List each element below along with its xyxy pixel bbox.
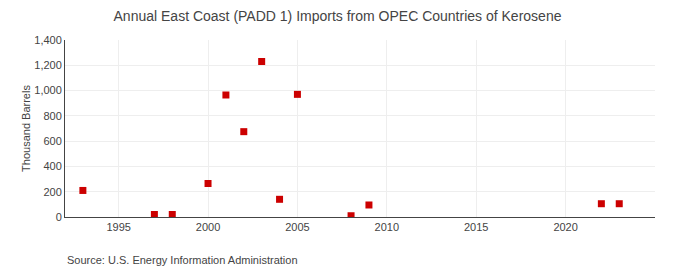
svg-text:2015: 2015 [464,221,488,233]
svg-text:1995: 1995 [106,221,130,233]
svg-text:800: 800 [43,110,61,122]
svg-text:0: 0 [56,211,62,223]
svg-text:2000: 2000 [196,221,220,233]
svg-text:2020: 2020 [553,221,577,233]
svg-text:1,200: 1,200 [34,59,62,71]
svg-text:200: 200 [43,186,61,198]
svg-text:1,400: 1,400 [34,34,62,46]
svg-text:1,000: 1,000 [34,84,62,96]
svg-text:2010: 2010 [375,221,399,233]
svg-text:600: 600 [43,135,61,147]
svg-text:2005: 2005 [285,221,309,233]
svg-text:Annual East Coast (PADD 1) Imp: Annual East Coast (PADD 1) Imports from … [114,8,562,24]
svg-text:Thousand Barrels: Thousand Barrels [20,85,32,172]
svg-text:Source: U.S. Energy Informatio: Source: U.S. Energy Information Administ… [67,254,298,266]
svg-text:400: 400 [43,160,61,172]
